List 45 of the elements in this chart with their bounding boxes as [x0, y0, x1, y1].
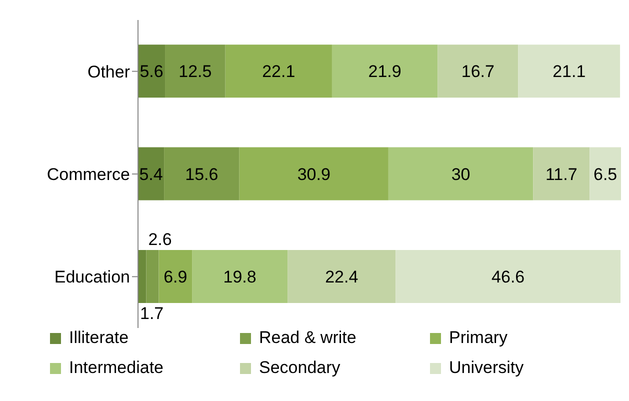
bar [590, 147, 621, 200]
bar [518, 44, 620, 98]
data-label: 16.7 [461, 62, 494, 82]
legend-label: University [449, 358, 524, 378]
legend-label: Read & write [259, 328, 356, 348]
bar [239, 147, 388, 200]
y-tick-label: Commerce [46, 165, 130, 184]
legend-label: Primary [449, 328, 508, 348]
data-label: 21.1 [552, 62, 586, 82]
bar [438, 44, 518, 98]
bar [396, 250, 621, 303]
legend-label: Secondary [259, 358, 340, 378]
bar [138, 44, 166, 98]
data-label: 21.9 [368, 62, 402, 82]
bar [165, 44, 226, 98]
data-label: 19.8 [223, 267, 256, 286]
bar [388, 147, 534, 200]
data-label: 5.6 [140, 62, 164, 82]
bar [332, 44, 438, 98]
data-label: 6.9 [164, 267, 188, 286]
data-label: 30.9 [297, 164, 330, 184]
data-label: 30 [451, 164, 470, 184]
y-tick-label: Education [54, 268, 130, 287]
data-label: 11.7 [545, 164, 578, 184]
data-label: 15.6 [185, 164, 218, 184]
bar [288, 250, 396, 303]
legend-label: Illiterate [69, 328, 129, 348]
data-label: 12.5 [178, 62, 212, 82]
y-tick-label: Other [87, 62, 130, 82]
data-label: 5.4 [139, 164, 163, 184]
bar [158, 250, 192, 303]
bar [146, 250, 159, 303]
data-label: 22.1 [262, 62, 296, 82]
data-label: 46.6 [492, 267, 525, 286]
data-label: 22.4 [325, 267, 358, 286]
bar [138, 250, 146, 303]
data-label: 1.7 [140, 304, 164, 323]
data-label: 2.6 [148, 230, 172, 249]
legend-label: Intermediate [69, 358, 164, 378]
bar [164, 147, 240, 200]
bar [138, 147, 164, 200]
bar [192, 250, 288, 303]
bar [533, 147, 590, 200]
data-label: 6.5 [594, 164, 618, 184]
bar [225, 44, 332, 98]
